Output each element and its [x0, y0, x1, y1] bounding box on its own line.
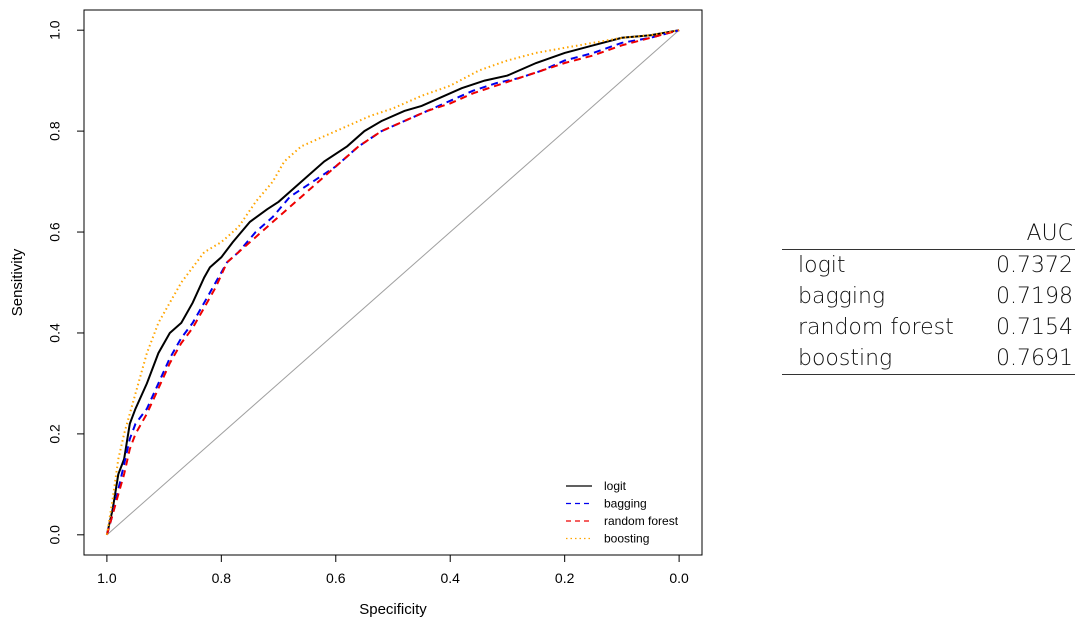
- auc-table-blank-header: [782, 218, 971, 250]
- auc-table-header-row: AUC: [782, 218, 1075, 250]
- auc-row-logit: logit 0.7372: [782, 250, 1075, 282]
- y-tick-label: 0.2: [47, 424, 63, 444]
- x-tick-label: 0.4: [440, 570, 460, 586]
- y-tick-label: 0.4: [47, 323, 63, 343]
- y-tick-label: 0.8: [47, 121, 63, 141]
- x-tick-label: 0.8: [212, 570, 232, 586]
- roc-curves: [105, 29, 680, 536]
- legend: logit bagging random forest boosting: [566, 479, 679, 546]
- legend-label: boosting: [604, 532, 649, 546]
- auc-model-name: random forest: [798, 315, 954, 340]
- auc-model-name: boosting: [798, 346, 893, 371]
- auc-row-bagging: bagging 0.7198: [782, 281, 1075, 312]
- auc-value: 0.7198: [996, 284, 1073, 309]
- auc-value: 0.7691: [996, 346, 1073, 371]
- x-axis: 1.0 0.8 0.6 0.4 0.2 0.0: [97, 554, 689, 586]
- y-tick-label: 0.0: [47, 525, 63, 545]
- auc-value: 0.7372: [996, 253, 1073, 278]
- auc-model-name: bagging: [798, 284, 886, 309]
- x-tick-label: 0.0: [669, 570, 689, 586]
- diagonal-reference-line: [106, 29, 680, 536]
- auc-value: 0.7154: [996, 315, 1073, 340]
- x-tick-label: 1.0: [97, 570, 117, 586]
- roc-curve-random-forest: [105, 29, 680, 536]
- auc-row-boosting: boosting 0.7691: [782, 343, 1075, 375]
- legend-label: bagging: [604, 497, 647, 511]
- legend-label: random forest: [604, 514, 679, 528]
- y-axis-title: Sensitivity: [9, 248, 26, 316]
- y-tick-label: 0.6: [47, 222, 63, 242]
- y-axis: 0.0 0.2 0.4 0.6 0.8 1.0: [47, 20, 85, 545]
- y-tick-label: 1.0: [47, 20, 63, 40]
- auc-table: AUC logit 0.7372 bagging 0.7198 random f…: [782, 218, 1075, 375]
- roc-curve-logit: [105, 29, 680, 536]
- x-tick-label: 0.2: [555, 570, 575, 586]
- auc-table-header: AUC: [1026, 221, 1073, 246]
- roc-curve-boosting: [105, 29, 680, 535]
- x-tick-label: 0.6: [326, 570, 346, 586]
- legend-label: logit: [604, 479, 627, 493]
- auc-model-name: logit: [798, 253, 846, 278]
- auc-row-random-forest: random forest 0.7154: [782, 312, 1075, 343]
- x-axis-title: Specificity: [359, 601, 427, 618]
